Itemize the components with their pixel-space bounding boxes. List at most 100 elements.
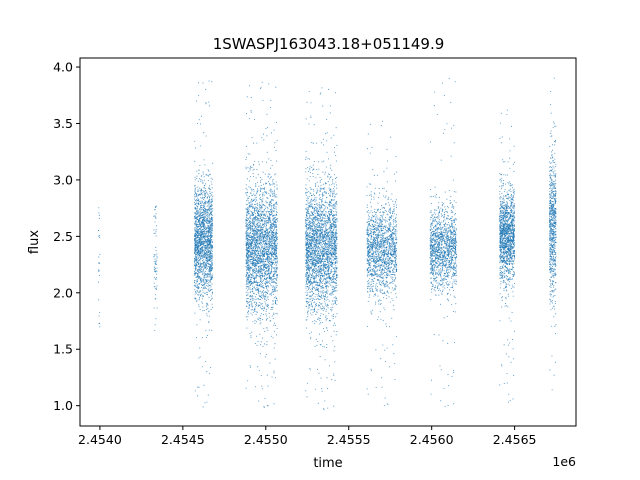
data-point: [262, 313, 265, 316]
data-point: [253, 199, 255, 201]
data-point: [266, 287, 268, 289]
data-point: [196, 252, 199, 254]
data-point: [257, 173, 259, 175]
data-point: [257, 189, 259, 192]
data-point: [263, 246, 265, 248]
data-point: [254, 218, 257, 220]
data-point: [261, 388, 263, 390]
data-point: [270, 278, 272, 280]
data-point: [250, 205, 252, 207]
data-point: [203, 220, 205, 222]
data-point: [200, 242, 202, 244]
data-point: [195, 214, 197, 216]
data-point: [249, 229, 251, 231]
data-point: [274, 281, 276, 283]
data-point: [208, 232, 210, 234]
data-point: [317, 292, 320, 294]
data-point: [260, 235, 262, 237]
data-point: [275, 234, 277, 236]
data-point: [205, 135, 207, 137]
data-point: [197, 277, 199, 280]
data-point: [270, 335, 273, 337]
data-point: [265, 202, 267, 204]
data-point: [257, 285, 259, 287]
data-point: [262, 223, 264, 225]
data-point: [195, 225, 197, 227]
data-point: [258, 240, 260, 242]
data-point: [275, 237, 277, 239]
data-point: [323, 194, 325, 196]
data-point: [208, 329, 210, 331]
data-point: [251, 298, 253, 300]
data-point: [199, 210, 201, 212]
data-point: [195, 254, 197, 256]
data-point: [256, 259, 258, 261]
data-point: [270, 226, 272, 228]
data-point: [276, 139, 278, 141]
data-point: [203, 187, 205, 189]
data-point: [199, 356, 201, 358]
data-point: [254, 343, 256, 345]
data-point: [247, 307, 249, 309]
data-point: [268, 192, 270, 194]
data-point: [202, 270, 204, 272]
data-point: [252, 311, 254, 313]
chart-title: 1SWASPJ163043.18+051149.9: [213, 35, 445, 53]
data-point: [155, 263, 158, 265]
data-point: [193, 259, 196, 261]
data-point: [332, 273, 334, 276]
data-point: [248, 170, 250, 173]
data-point: [254, 296, 256, 298]
data-point: [263, 139, 265, 141]
data-point: [262, 258, 264, 260]
data-point: [266, 404, 268, 407]
data-point: [259, 246, 261, 249]
data-point: [202, 241, 205, 243]
data-point: [247, 225, 249, 227]
data-point: [270, 284, 272, 287]
data-point: [269, 316, 271, 318]
data-point: [205, 287, 207, 289]
data-point: [211, 225, 213, 227]
data-point: [325, 213, 327, 215]
data-point: [267, 298, 269, 301]
data-point: [195, 217, 197, 219]
data-point: [246, 234, 248, 236]
data-point: [259, 283, 261, 285]
data-point: [272, 271, 274, 273]
data-point: [264, 298, 266, 300]
data-point: [258, 275, 260, 277]
data-point: [204, 402, 206, 404]
data-point: [260, 188, 262, 190]
data-point: [207, 272, 209, 274]
data-point: [195, 240, 197, 242]
data-point: [201, 255, 203, 257]
data-point: [267, 230, 269, 232]
data-point: [274, 194, 276, 196]
data-point: [251, 213, 253, 215]
data-point: [210, 232, 212, 234]
data-point: [257, 261, 259, 263]
data-point: [194, 233, 196, 235]
data-point: [208, 203, 210, 205]
data-point: [318, 317, 320, 319]
data-point: [270, 309, 272, 311]
data-point: [208, 254, 210, 256]
data-point: [209, 230, 211, 232]
data-point: [321, 280, 323, 283]
data-point: [210, 248, 212, 250]
data-point: [210, 212, 212, 214]
data-point: [200, 243, 202, 245]
data-point: [206, 279, 208, 281]
data-point: [307, 292, 309, 294]
data-point: [195, 198, 197, 201]
data-point: [197, 275, 199, 277]
data-point: [257, 288, 259, 290]
data-point: [194, 312, 196, 314]
data-point: [204, 188, 206, 190]
data-point: [245, 387, 247, 389]
data-point: [258, 268, 260, 270]
data-point: [267, 261, 269, 263]
data-point: [274, 142, 276, 144]
data-point: [259, 189, 262, 191]
